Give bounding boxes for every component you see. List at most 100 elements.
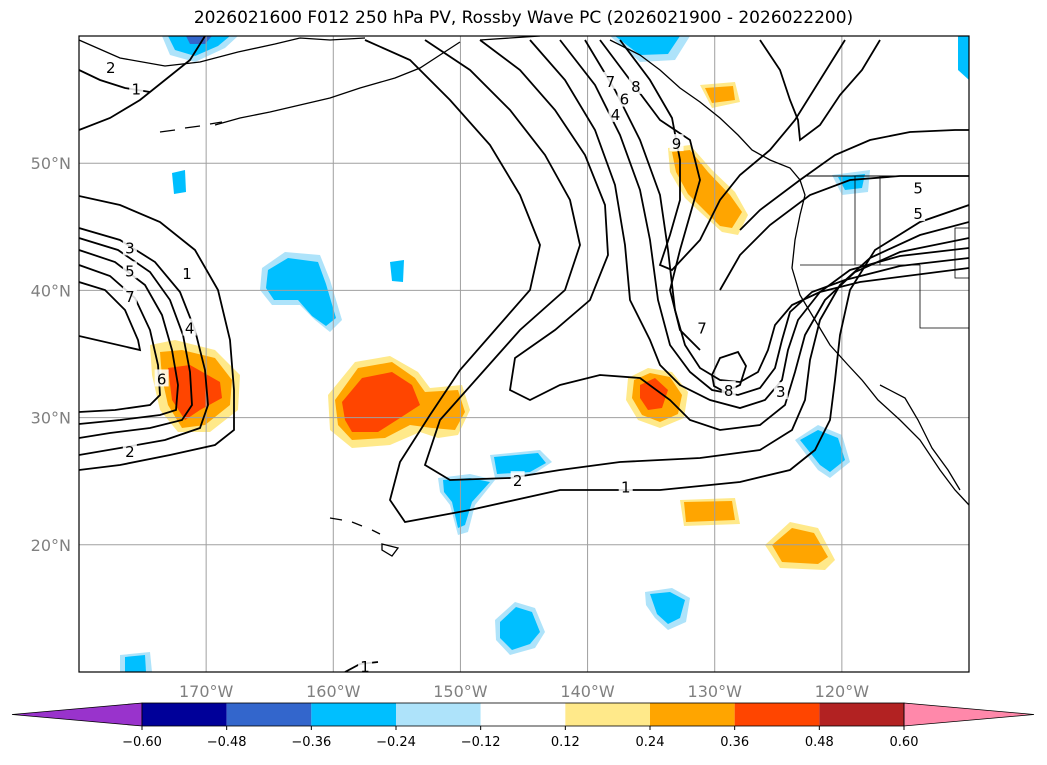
contour-west-5 (79, 264, 161, 413)
contour-label-bg (103, 57, 118, 75)
contour-label: 1 (131, 80, 141, 98)
colorbar-segment (396, 703, 481, 726)
contour-label: 1 (360, 658, 370, 676)
negative-anomaly-baja-core (800, 430, 845, 472)
lon-label: 150°W (433, 682, 488, 701)
contour-main-1 (364, 39, 969, 523)
colorbar-extend-high (903, 702, 1035, 727)
negative-anomaly-south2-core (500, 607, 540, 650)
contour-west-2 (79, 227, 209, 456)
contour-main-6 (584, 39, 969, 383)
alaska-peninsula (214, 41, 461, 126)
contour-label: 3 (125, 239, 135, 257)
contour-label-bg (695, 318, 709, 336)
contour-label-bg (603, 71, 618, 89)
contour-label: 2 (125, 443, 135, 461)
colorbar-extend-low (11, 702, 143, 727)
lon-label: 160°W (306, 682, 361, 701)
colorbar-tick-label: 0.24 (636, 735, 665, 750)
contour-label: 9 (672, 135, 682, 153)
lat-label: 50°N (31, 154, 71, 173)
gridlines (79, 36, 969, 672)
colorbar-tick-label: −0.48 (207, 735, 247, 750)
negative-anomaly-north-max (186, 36, 212, 44)
alaska-coast (79, 36, 541, 67)
contour-label-bg (911, 204, 926, 222)
contour-label-bg (911, 178, 926, 196)
positive-anomaly-coast-core (672, 150, 742, 228)
contour-label: 7 (606, 73, 616, 91)
contour-label: 5 (125, 262, 135, 280)
contour-label: 7 (125, 288, 135, 306)
state-borders (800, 176, 969, 329)
contour-label: 6 (620, 91, 630, 109)
contour-label: 2 (513, 472, 523, 490)
negative-anomaly-south-central-core (494, 453, 546, 474)
longitude-labels: 170°W 160°W 150°W 140°W 130°W 120°W (179, 682, 869, 701)
contour-label: 8 (631, 78, 641, 96)
negative-anomaly-ne2 (958, 36, 969, 80)
contour-label: 7 (697, 320, 707, 338)
contour-north-3 (759, 39, 881, 142)
contour-label-bg (510, 471, 525, 489)
contour-label: 2 (106, 59, 116, 77)
colorbar-segment (480, 703, 566, 726)
contour-label-bg (618, 477, 633, 495)
colorbar-tick-label: 0.60 (890, 735, 919, 750)
lat-label: 40°N (31, 281, 71, 300)
contour-label-bg (122, 441, 137, 459)
map-frame (78, 35, 970, 673)
positive-anomaly-central-max (342, 372, 420, 432)
map-title: 2026021600 F012 250 hPa PV, Rossby Wave … (193, 8, 854, 28)
lon-label: 140°W (560, 682, 615, 701)
contour-label-bg (154, 369, 169, 387)
contour-label-bg (608, 104, 623, 122)
colorbar-segment (226, 703, 312, 726)
contour-label-bg (180, 263, 195, 281)
colorbar-segment (734, 703, 820, 726)
contour-label: 1 (182, 265, 192, 283)
lon-label: 130°W (688, 682, 743, 701)
coastlines (79, 36, 969, 557)
negative-anomaly-south1-core (650, 592, 685, 624)
colorbar-tick-label: −0.60 (122, 735, 162, 750)
contour-nw (79, 36, 206, 131)
colorbar-outline (141, 702, 905, 727)
contour-label-bg (358, 656, 373, 672)
lon-label: 120°W (815, 682, 870, 701)
contour-label: 4 (185, 320, 195, 338)
colorbar-tick-label: −0.36 (291, 735, 331, 750)
colorbar-tick-label: 0.48 (805, 735, 834, 750)
positive-anomaly-south2-core (772, 528, 828, 564)
contour-inner-8 (711, 350, 747, 394)
contour-label: 5 (913, 205, 923, 223)
colorbar-tick-label: −0.24 (376, 735, 416, 750)
contour-label-bg (721, 380, 736, 398)
negative-anomaly-ne-core (615, 36, 680, 55)
baja-coast (879, 384, 961, 491)
contour-label-bg (129, 79, 144, 97)
contour-label-bg (122, 261, 137, 279)
colorbar-segment (650, 703, 735, 726)
contour-main-3 (479, 39, 969, 431)
contour-east-2 (719, 175, 969, 291)
negative-anomaly-sw-core (125, 655, 146, 672)
hawaii (329, 517, 400, 557)
contour-label-bg (669, 134, 684, 152)
contour-label: 1 (621, 479, 631, 497)
contour-label: 8 (724, 382, 734, 400)
colorbar-segment (565, 703, 650, 726)
contour-label: 4 (611, 106, 621, 124)
colorbar-segment (142, 703, 227, 726)
lat-label: 30°N (31, 409, 71, 428)
positive-anomaly-alaska-core (705, 86, 735, 103)
contour-east-1 (739, 129, 969, 231)
contour-label: 6 (157, 370, 167, 388)
positive-anomaly-west-max (168, 365, 222, 420)
colorbar-tick-label: 0.36 (720, 735, 749, 750)
contour-west-6 (79, 281, 142, 352)
lat-label: 20°N (31, 536, 71, 555)
pv-anomaly-fills (120, 36, 969, 672)
